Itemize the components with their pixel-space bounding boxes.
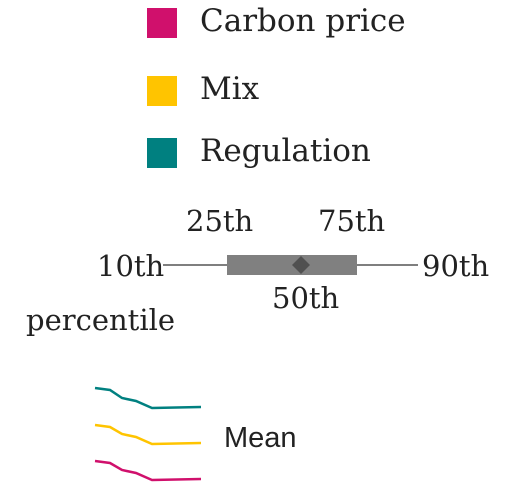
legend-label-regulation: Regulation <box>200 133 371 169</box>
legend-swatch-regulation <box>147 138 177 168</box>
label-75th: 75th <box>318 204 385 238</box>
legend-swatch-mix <box>147 76 177 106</box>
legend-label-mix: Mix <box>200 71 260 107</box>
label-percentile: percentile <box>26 303 175 337</box>
mean-line-regulation <box>94 386 202 410</box>
mean-line-carbon-price <box>94 459 202 482</box>
legend-label-carbon-price: Carbon price <box>200 3 406 39</box>
median-diamond <box>292 256 310 274</box>
legend-swatch-carbon-price <box>147 8 177 38</box>
mean-line-mix <box>94 423 202 446</box>
label-25th: 25th <box>186 204 253 238</box>
label-50th: 50th <box>272 281 339 315</box>
label-10th: 10th <box>97 249 164 283</box>
label-mean: Mean <box>224 422 297 454</box>
label-90th: 90th <box>422 249 489 283</box>
